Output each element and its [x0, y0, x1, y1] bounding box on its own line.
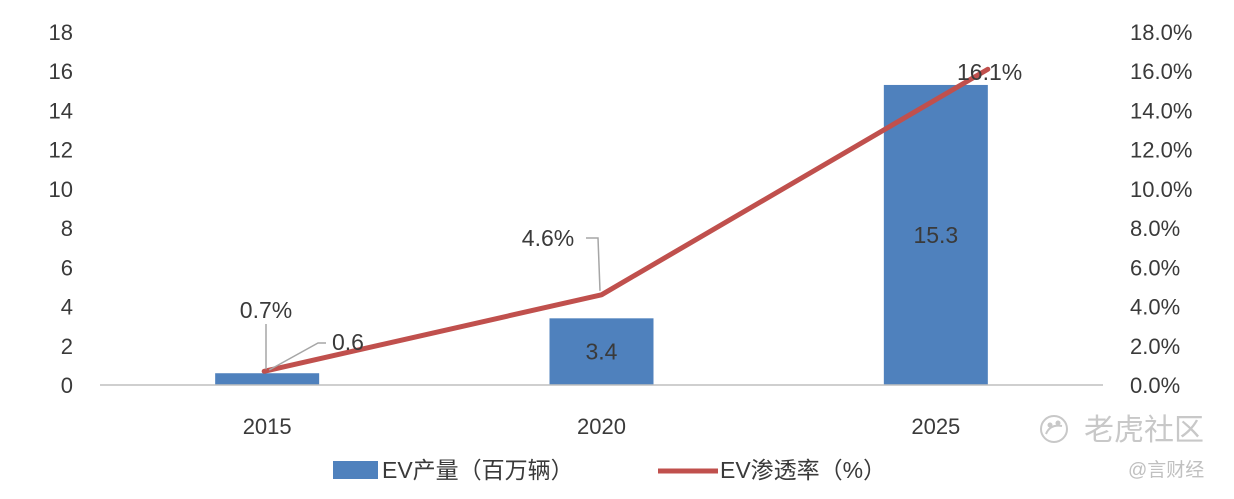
y-left-tick-label: 8: [61, 216, 73, 241]
y-right-tick-label: 2.0%: [1130, 334, 1180, 359]
y-left-tick-label: 16: [49, 59, 73, 84]
labels-layer: 0.6 3.4 15.3 0.7% 4.6% 16.1%: [240, 59, 1022, 371]
legend-swatch-bar: [333, 461, 378, 479]
y-right-tick-label: 12.0%: [1130, 138, 1192, 163]
bar-data-label: 3.4: [586, 339, 618, 365]
bar-data-label: 15.3: [913, 222, 958, 248]
line-ev-penetration: [261, 66, 991, 374]
legend-label-bar: EV产量（百万辆）: [382, 457, 574, 483]
bar-2025: [883, 84, 988, 385]
bar-2020: [549, 318, 654, 385]
bars-layer: [215, 84, 988, 385]
bar-label-leader: [268, 342, 326, 371]
tiger-paw-icon: [1040, 415, 1068, 443]
x-tick-label: 2025: [911, 414, 960, 439]
legend-label-line: EV渗透率（%）: [720, 457, 886, 483]
watermark-main: 老虎社区: [1084, 414, 1204, 447]
y-left-ticks: 0 2 4 6 8 10 12 14 16 18: [49, 20, 73, 398]
y-left-tick-label: 0: [61, 373, 73, 398]
bar-data-label: 0.6: [332, 329, 364, 355]
watermark-sub: @言财经: [1128, 459, 1204, 481]
line-data-label: 16.1%: [957, 59, 1022, 85]
y-left-tick-label: 10: [49, 177, 73, 202]
x-tick-label: 2015: [243, 414, 292, 439]
line-data-label: 4.6%: [522, 225, 574, 251]
y-left-tick-label: 12: [49, 138, 73, 163]
y-left-tick-label: 2: [61, 334, 73, 359]
y-right-tick-label: 0.0%: [1130, 373, 1180, 398]
bar-2015: [215, 373, 320, 385]
y-right-tick-label: 4.0%: [1130, 295, 1180, 320]
legend: EV产量（百万辆） EV渗透率（%）: [333, 457, 886, 483]
y-right-tick-label: 8.0%: [1130, 216, 1180, 241]
y-right-tick-label: 16.0%: [1130, 59, 1192, 84]
y-right-tick-label: 14.0%: [1130, 98, 1192, 123]
x-tick-label: 2020: [577, 414, 626, 439]
y-left-tick-label: 4: [61, 295, 73, 320]
line-layer: [261, 66, 991, 374]
line-label-leader: [586, 237, 601, 291]
x-ticks: 2015 2020 2025: [243, 414, 961, 439]
y-right-tick-label: 10.0%: [1130, 177, 1192, 202]
y-left-tick-label: 18: [49, 20, 73, 45]
y-right-ticks: 0.0% 2.0% 4.0% 6.0% 8.0% 10.0% 12.0% 14.0% 16.0%…: [1130, 20, 1192, 398]
y-right-tick-label: 6.0%: [1130, 255, 1180, 280]
watermark: 老虎社区 @言财经: [1040, 414, 1204, 481]
y-left-tick-label: 6: [61, 255, 73, 280]
y-right-tick-label: 18.0%: [1130, 20, 1192, 45]
line-data-label: 0.7%: [240, 297, 292, 323]
y-left-tick-label: 14: [49, 98, 73, 123]
